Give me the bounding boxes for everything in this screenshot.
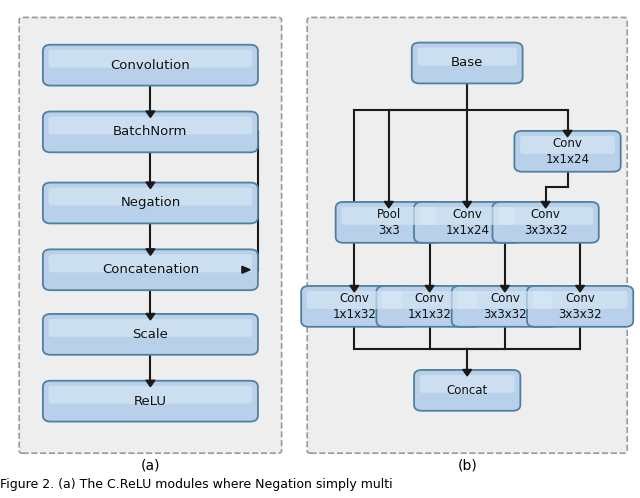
FancyBboxPatch shape [532,291,627,309]
FancyBboxPatch shape [301,286,408,327]
Polygon shape [575,285,584,292]
FancyBboxPatch shape [417,48,517,66]
FancyBboxPatch shape [43,381,258,422]
FancyBboxPatch shape [492,202,599,243]
FancyBboxPatch shape [412,43,523,84]
Text: (a): (a) [141,459,160,473]
FancyBboxPatch shape [335,202,442,243]
Polygon shape [242,266,250,273]
Polygon shape [146,249,155,255]
Polygon shape [463,202,472,208]
FancyBboxPatch shape [49,50,252,68]
Polygon shape [500,285,509,292]
FancyBboxPatch shape [307,17,627,453]
FancyBboxPatch shape [43,314,258,355]
FancyBboxPatch shape [414,202,520,243]
Polygon shape [384,202,393,208]
Text: Negation: Negation [120,197,180,210]
Text: (b): (b) [458,459,477,473]
FancyBboxPatch shape [19,17,282,453]
FancyBboxPatch shape [49,188,252,206]
FancyBboxPatch shape [43,183,258,224]
Polygon shape [541,202,550,208]
Text: Base: Base [451,56,483,70]
FancyBboxPatch shape [527,286,633,327]
FancyBboxPatch shape [376,286,483,327]
Text: Pool
3x3: Pool 3x3 [377,208,401,237]
Text: ReLU: ReLU [134,394,167,408]
Text: Conv
3x3x32: Conv 3x3x32 [483,292,527,321]
FancyBboxPatch shape [43,45,258,86]
Text: Conv
1x1x32: Conv 1x1x32 [408,292,451,321]
FancyBboxPatch shape [414,370,520,411]
Text: Scale: Scale [132,328,168,341]
FancyBboxPatch shape [307,291,402,309]
Text: Conv
1x1x24: Conv 1x1x24 [545,137,589,165]
Polygon shape [425,285,434,292]
FancyBboxPatch shape [43,112,258,152]
Text: Conv
3x3x32: Conv 3x3x32 [524,208,568,237]
FancyBboxPatch shape [520,136,615,154]
FancyBboxPatch shape [341,207,436,225]
FancyBboxPatch shape [452,286,558,327]
FancyBboxPatch shape [49,319,252,337]
FancyBboxPatch shape [458,291,552,309]
Polygon shape [146,380,155,387]
Polygon shape [350,285,359,292]
Text: Conv
3x3x32: Conv 3x3x32 [558,292,602,321]
Polygon shape [146,111,155,118]
Text: Figure 2. (a) The C.ReLU modules where Negation simply multi: Figure 2. (a) The C.ReLU modules where N… [0,478,392,491]
FancyBboxPatch shape [515,131,621,172]
Text: Conv
1x1x32: Conv 1x1x32 [332,292,376,321]
FancyBboxPatch shape [382,291,477,309]
Text: BatchNorm: BatchNorm [113,125,188,138]
FancyBboxPatch shape [498,207,593,225]
FancyBboxPatch shape [49,117,252,134]
Polygon shape [563,130,572,137]
Polygon shape [463,370,472,376]
Text: Concatenation: Concatenation [102,263,199,276]
FancyBboxPatch shape [49,386,252,404]
Text: Conv
1x1x24: Conv 1x1x24 [445,208,489,237]
Text: Concat: Concat [447,384,488,397]
FancyBboxPatch shape [420,207,515,225]
Polygon shape [146,182,155,189]
FancyBboxPatch shape [49,254,252,272]
Text: Convolution: Convolution [111,59,190,72]
FancyBboxPatch shape [420,375,515,393]
Polygon shape [146,313,155,320]
FancyBboxPatch shape [43,249,258,290]
